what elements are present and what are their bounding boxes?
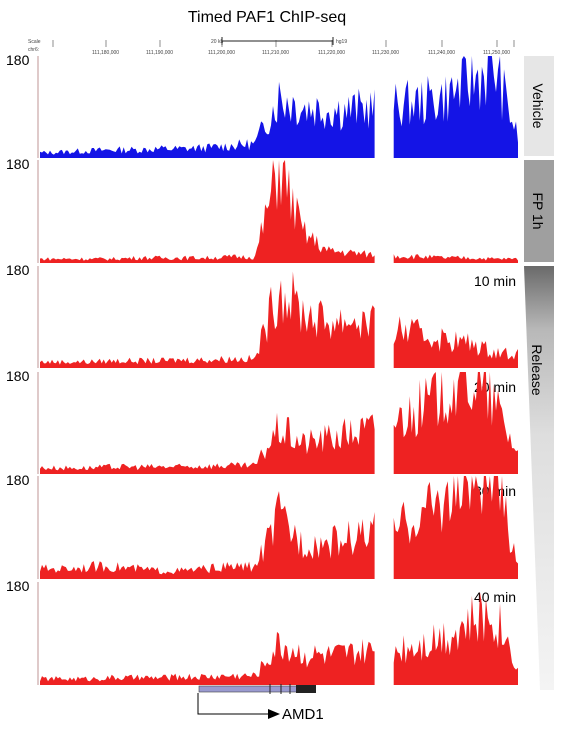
track-fp-1h: 180 (6, 156, 518, 263)
fp1h-side-label: FP 1h (530, 192, 546, 229)
release-wedge (524, 266, 554, 690)
signal-area-segment-1 (40, 271, 375, 368)
signal-area-segment-2 (393, 372, 518, 474)
assembly-label: hg19 (336, 39, 347, 45)
gene-model: AMD1 (197, 684, 324, 723)
ruler-tick-label: 111,240,000 (428, 50, 455, 56)
track-30-min: 18030 min (6, 472, 518, 579)
y-max-label: 180 (6, 262, 30, 278)
y-max-label: 180 (6, 368, 30, 384)
signal-area-segment-1 (40, 491, 375, 579)
condition-side-panel: Vehicle FP 1h Release (524, 56, 554, 690)
signal-area-segment-2 (393, 592, 518, 685)
release-label: Release (529, 344, 545, 396)
vehicle-side-box (524, 56, 554, 156)
signal-area-segment-1 (40, 412, 375, 474)
tss-arrow-line (197, 693, 268, 715)
time-label: 10 min (474, 273, 516, 289)
signal-area-segment-1 (40, 631, 375, 685)
y-max-label: 180 (6, 578, 30, 594)
tss-arrow-head (268, 709, 280, 719)
signal-area-segment-2 (393, 254, 518, 263)
gene-exon-block (296, 685, 316, 693)
ruler-tick-label: 111,250,000 (483, 50, 510, 56)
scale-bar-text: 20 kb (211, 39, 223, 45)
signal-area-segment-2 (393, 476, 518, 579)
gene-label: AMD1 (282, 706, 324, 723)
vehicle-side-label: Vehicle (530, 83, 546, 128)
signal-area-segment-2 (393, 316, 518, 368)
ruler-tick-label: 111,200,000 (208, 50, 235, 56)
y-max-label: 180 (6, 472, 30, 488)
track-vehicle: 180 (6, 52, 518, 158)
fp1h-side-box (524, 160, 554, 262)
track-10-min: 180 10 min (6, 262, 518, 368)
ruler-tick-label: 111,180,000 (92, 50, 119, 56)
ruler-scale-label: Scale (28, 39, 41, 45)
y-max-label: 180 (6, 52, 30, 68)
ruler-chrom-label: chr6: (28, 47, 39, 53)
gene-body (198, 685, 300, 693)
track-40-min: 180 40 min (6, 578, 518, 685)
ruler-ticks: 111,180,000 111,190,000 111,200,000 111,210… (52, 40, 515, 56)
signal-area-segment-1 (40, 160, 375, 263)
signal-area-segment-2 (393, 56, 518, 158)
y-max-label: 180 (6, 156, 30, 172)
ruler-tick-label: 111,220,000 (318, 50, 345, 56)
genome-ruler: Scale chr6: 20 kb hg19 111,180,000 111,19… (28, 37, 515, 56)
ruler-tick-label: 111,210,000 (262, 50, 289, 56)
signal-area-segment-1 (40, 81, 375, 158)
chart-title: Timed PAF1 ChIP-seq (188, 9, 346, 26)
ruler-tick-label: 111,230,000 (372, 50, 399, 56)
time-label: 40 min (474, 589, 516, 605)
ruler-tick-label: 111,190,000 (146, 50, 173, 56)
